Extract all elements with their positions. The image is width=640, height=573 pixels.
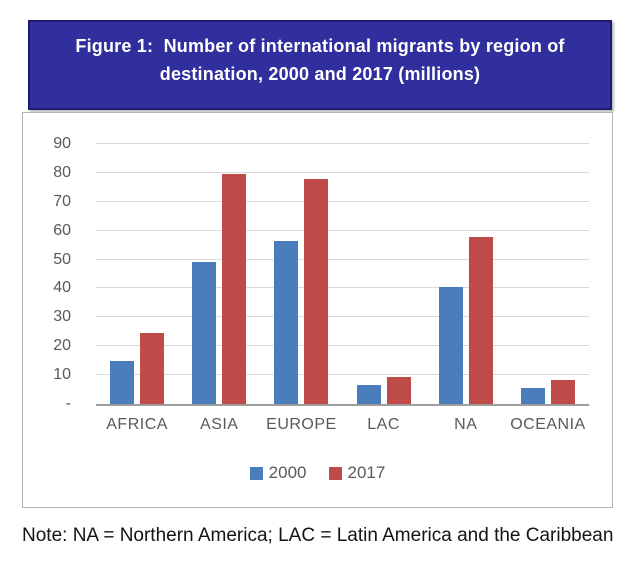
bar-lac-2017 xyxy=(386,376,411,404)
x-label-europe: EUROPE xyxy=(266,416,337,433)
legend-label-2017: 2017 xyxy=(347,463,386,482)
bar-group-lac xyxy=(343,144,425,404)
y-tick-label-20: 20 xyxy=(53,337,71,355)
note-text: Note: NA = Northern America; LAC = Latin… xyxy=(22,525,614,546)
x-label-asia: ASIA xyxy=(200,416,239,433)
y-tick-label-50: 50 xyxy=(53,250,71,268)
bars-layer xyxy=(96,144,589,404)
bar-africa-2017 xyxy=(140,332,165,404)
x-label-na: NA xyxy=(454,416,478,433)
gridline-10 xyxy=(96,374,589,376)
legend-swatch-2000 xyxy=(249,466,263,480)
gridline-30 xyxy=(96,316,589,318)
x-axis-labels: AFRICA ASIA EUROPE LAC NA OCEANIA xyxy=(96,413,589,437)
bar-group-na xyxy=(425,144,507,404)
bar-africa-2000 xyxy=(110,361,135,404)
y-axis-tick-labels: 90 80 70 60 50 40 30 20 10 - xyxy=(23,135,89,412)
gridline-50 xyxy=(96,258,589,260)
gridline-70 xyxy=(96,200,589,202)
x-label-oceania: OCEANIA xyxy=(510,416,586,433)
bar-lac-2000 xyxy=(356,384,381,404)
bar-group-africa xyxy=(96,144,178,404)
bar-asia-2017 xyxy=(222,174,247,404)
y-tick-label-90: 90 xyxy=(53,135,71,152)
bar-na-2000 xyxy=(438,287,463,404)
bar-group-oceania xyxy=(507,144,589,404)
x-label-lac: LAC xyxy=(367,416,400,433)
plot-area xyxy=(96,143,589,406)
bar-group-asia xyxy=(178,144,260,404)
gridline-40 xyxy=(96,287,589,289)
legend-entry-2000: 2000 xyxy=(249,463,307,483)
bar-oceania-2000 xyxy=(520,388,545,404)
gridline-90 xyxy=(96,143,589,144)
x-label-africa: AFRICA xyxy=(106,416,168,433)
bar-group-europe xyxy=(260,144,342,404)
gridline-80 xyxy=(96,171,589,173)
y-tick-label-10: 10 xyxy=(53,366,71,384)
gridline-20 xyxy=(96,345,589,347)
y-tick-label-60: 60 xyxy=(53,221,71,239)
y-tick-label-70: 70 xyxy=(53,192,71,210)
bar-europe-2017 xyxy=(304,178,329,404)
chart-frame: 90 80 70 60 50 40 30 20 10 - AFRICA ASIA EUROPE LAC N… xyxy=(22,112,613,508)
bar-europe-2000 xyxy=(274,241,299,404)
y-tick-label-40: 40 xyxy=(53,279,71,297)
gridline-60 xyxy=(96,229,589,231)
legend-swatch-2017 xyxy=(328,466,342,480)
legend-entry-2017: 2017 xyxy=(328,463,386,483)
y-tick-label-80: 80 xyxy=(53,163,71,181)
figure-title-line1: Figure 1: Number of international migran… xyxy=(75,36,565,56)
bar-na-2017 xyxy=(468,237,493,404)
figure-title-banner: Figure 1: Number of international migran… xyxy=(28,20,612,110)
y-tick-label--: - xyxy=(65,395,71,412)
bar-oceania-2017 xyxy=(550,379,575,404)
figure-title-line2: destination, 2000 and 2017 (millions) xyxy=(159,64,481,84)
legend-label-2000: 2000 xyxy=(268,463,307,482)
y-tick-label-30: 30 xyxy=(53,308,71,326)
bar-asia-2000 xyxy=(192,261,217,404)
legend: 2000 2017 xyxy=(23,463,612,483)
